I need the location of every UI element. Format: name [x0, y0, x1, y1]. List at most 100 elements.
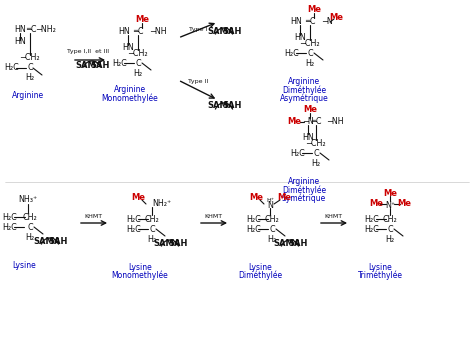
Text: Me: Me: [329, 13, 343, 23]
Text: H₂C: H₂C: [3, 222, 18, 232]
Text: H₂: H₂: [26, 233, 35, 243]
Text: H₂C: H₂C: [127, 214, 141, 224]
Text: SAH: SAH: [222, 101, 242, 111]
Text: C: C: [307, 49, 313, 57]
Text: Arginine: Arginine: [12, 90, 44, 100]
Text: KHMT: KHMT: [84, 214, 102, 219]
Text: HN: HN: [290, 18, 302, 26]
Text: ═C: ═C: [311, 118, 321, 126]
Text: Me: Me: [287, 118, 301, 126]
Text: H₂C: H₂C: [246, 225, 261, 233]
Text: H₂: H₂: [147, 235, 156, 245]
Text: H₂C: H₂C: [291, 149, 305, 157]
Text: SAH: SAH: [222, 27, 242, 37]
Text: Type I,II  et III: Type I,II et III: [67, 50, 109, 55]
Text: H₂: H₂: [385, 235, 394, 245]
Text: CH₂: CH₂: [383, 214, 397, 224]
Text: Arginine: Arginine: [288, 177, 320, 187]
Text: SAH: SAH: [91, 62, 109, 70]
Text: C: C: [313, 149, 319, 157]
Text: Diméthylée: Diméthylée: [282, 85, 326, 95]
Text: Lysine: Lysine: [248, 263, 272, 271]
Text: ─N: ─N: [302, 118, 313, 126]
Text: HN: HN: [122, 44, 134, 52]
Text: SAH: SAH: [48, 237, 68, 245]
Text: N⁺: N⁺: [385, 201, 395, 209]
Text: Monomethylée: Monomethylée: [111, 270, 168, 280]
Text: H₂C: H₂C: [5, 63, 19, 73]
Text: SAM: SAM: [76, 62, 96, 70]
Text: H₂C: H₂C: [127, 225, 141, 233]
Text: Triméthylée: Triméthylée: [357, 270, 402, 280]
Text: N: N: [267, 201, 273, 209]
Text: Me: Me: [397, 199, 411, 207]
Text: Arginine: Arginine: [288, 77, 320, 87]
Text: H₂C: H₂C: [3, 213, 18, 221]
Text: Diméthylée: Diméthylée: [282, 185, 326, 195]
Text: C: C: [387, 225, 393, 233]
Text: CH₂: CH₂: [145, 214, 159, 224]
Text: Symétrique: Symétrique: [282, 193, 326, 203]
Text: ─CH₂: ─CH₂: [300, 39, 320, 49]
Text: SAH: SAH: [288, 239, 308, 247]
Text: KHMT: KHMT: [324, 214, 342, 219]
Text: HN: HN: [14, 25, 26, 34]
Text: H₂C: H₂C: [113, 58, 128, 68]
Text: SAH: SAH: [168, 239, 188, 247]
Text: Type II: Type II: [188, 80, 208, 84]
Text: Me: Me: [369, 199, 383, 207]
Text: Lysine: Lysine: [128, 263, 152, 271]
Text: Me: Me: [303, 106, 317, 114]
Text: Type I: Type I: [189, 27, 207, 32]
Text: SAM: SAM: [208, 27, 228, 37]
Text: ═C: ═C: [305, 18, 315, 26]
Text: HN: HN: [118, 27, 130, 37]
Text: HN: HN: [294, 33, 306, 43]
Text: C: C: [27, 222, 33, 232]
Text: H₂C: H₂C: [284, 49, 300, 57]
Text: H₂: H₂: [311, 159, 320, 169]
Text: ─NH₂: ─NH₂: [36, 25, 56, 34]
Text: ═C: ═C: [133, 27, 143, 37]
Text: ─CH₂: ─CH₂: [306, 139, 326, 149]
Text: ─NH: ─NH: [327, 118, 344, 126]
Text: ─NH: ─NH: [150, 27, 167, 37]
Text: H₂: H₂: [267, 235, 276, 245]
Text: ─CH₂: ─CH₂: [20, 52, 40, 62]
Text: Diméthylée: Diméthylée: [238, 270, 282, 280]
Text: CH₂: CH₂: [23, 213, 37, 221]
Text: Lysine: Lysine: [368, 263, 392, 271]
Text: Me: Me: [383, 189, 397, 197]
Text: ─CH₂: ─CH₂: [128, 50, 148, 58]
Text: H₂C: H₂C: [365, 225, 379, 233]
Text: H₂: H₂: [305, 59, 315, 69]
Text: HN: HN: [302, 132, 314, 142]
Text: NH₂⁺: NH₂⁺: [152, 200, 171, 208]
Text: H₂: H₂: [26, 74, 35, 82]
Text: C: C: [27, 63, 33, 73]
Text: ═C: ═C: [26, 25, 36, 34]
Text: Monomethylée: Monomethylée: [101, 93, 158, 103]
Text: C: C: [135, 58, 141, 68]
Text: NH₃⁺: NH₃⁺: [18, 195, 37, 205]
Text: Me: Me: [277, 193, 291, 201]
Text: Me: Me: [249, 193, 263, 201]
Text: SAM: SAM: [273, 239, 294, 247]
Text: SAM: SAM: [154, 239, 174, 247]
Text: CH₂: CH₂: [264, 214, 279, 224]
Text: H₂: H₂: [134, 69, 143, 78]
Text: HN: HN: [14, 38, 26, 46]
Text: SAM: SAM: [34, 237, 55, 245]
Text: Me: Me: [307, 6, 321, 14]
Text: KHMT: KHMT: [204, 214, 222, 219]
Text: C: C: [149, 225, 155, 233]
Text: Me: Me: [135, 15, 149, 25]
Text: ─N: ─N: [322, 18, 333, 26]
Text: C: C: [269, 225, 275, 233]
Text: Me: Me: [131, 193, 145, 201]
Text: H₂C: H₂C: [246, 214, 261, 224]
Text: Arginine: Arginine: [114, 86, 146, 94]
Text: SAM: SAM: [208, 101, 228, 111]
Text: H₂C: H₂C: [365, 214, 379, 224]
Text: Asymétrique: Asymétrique: [280, 93, 328, 103]
